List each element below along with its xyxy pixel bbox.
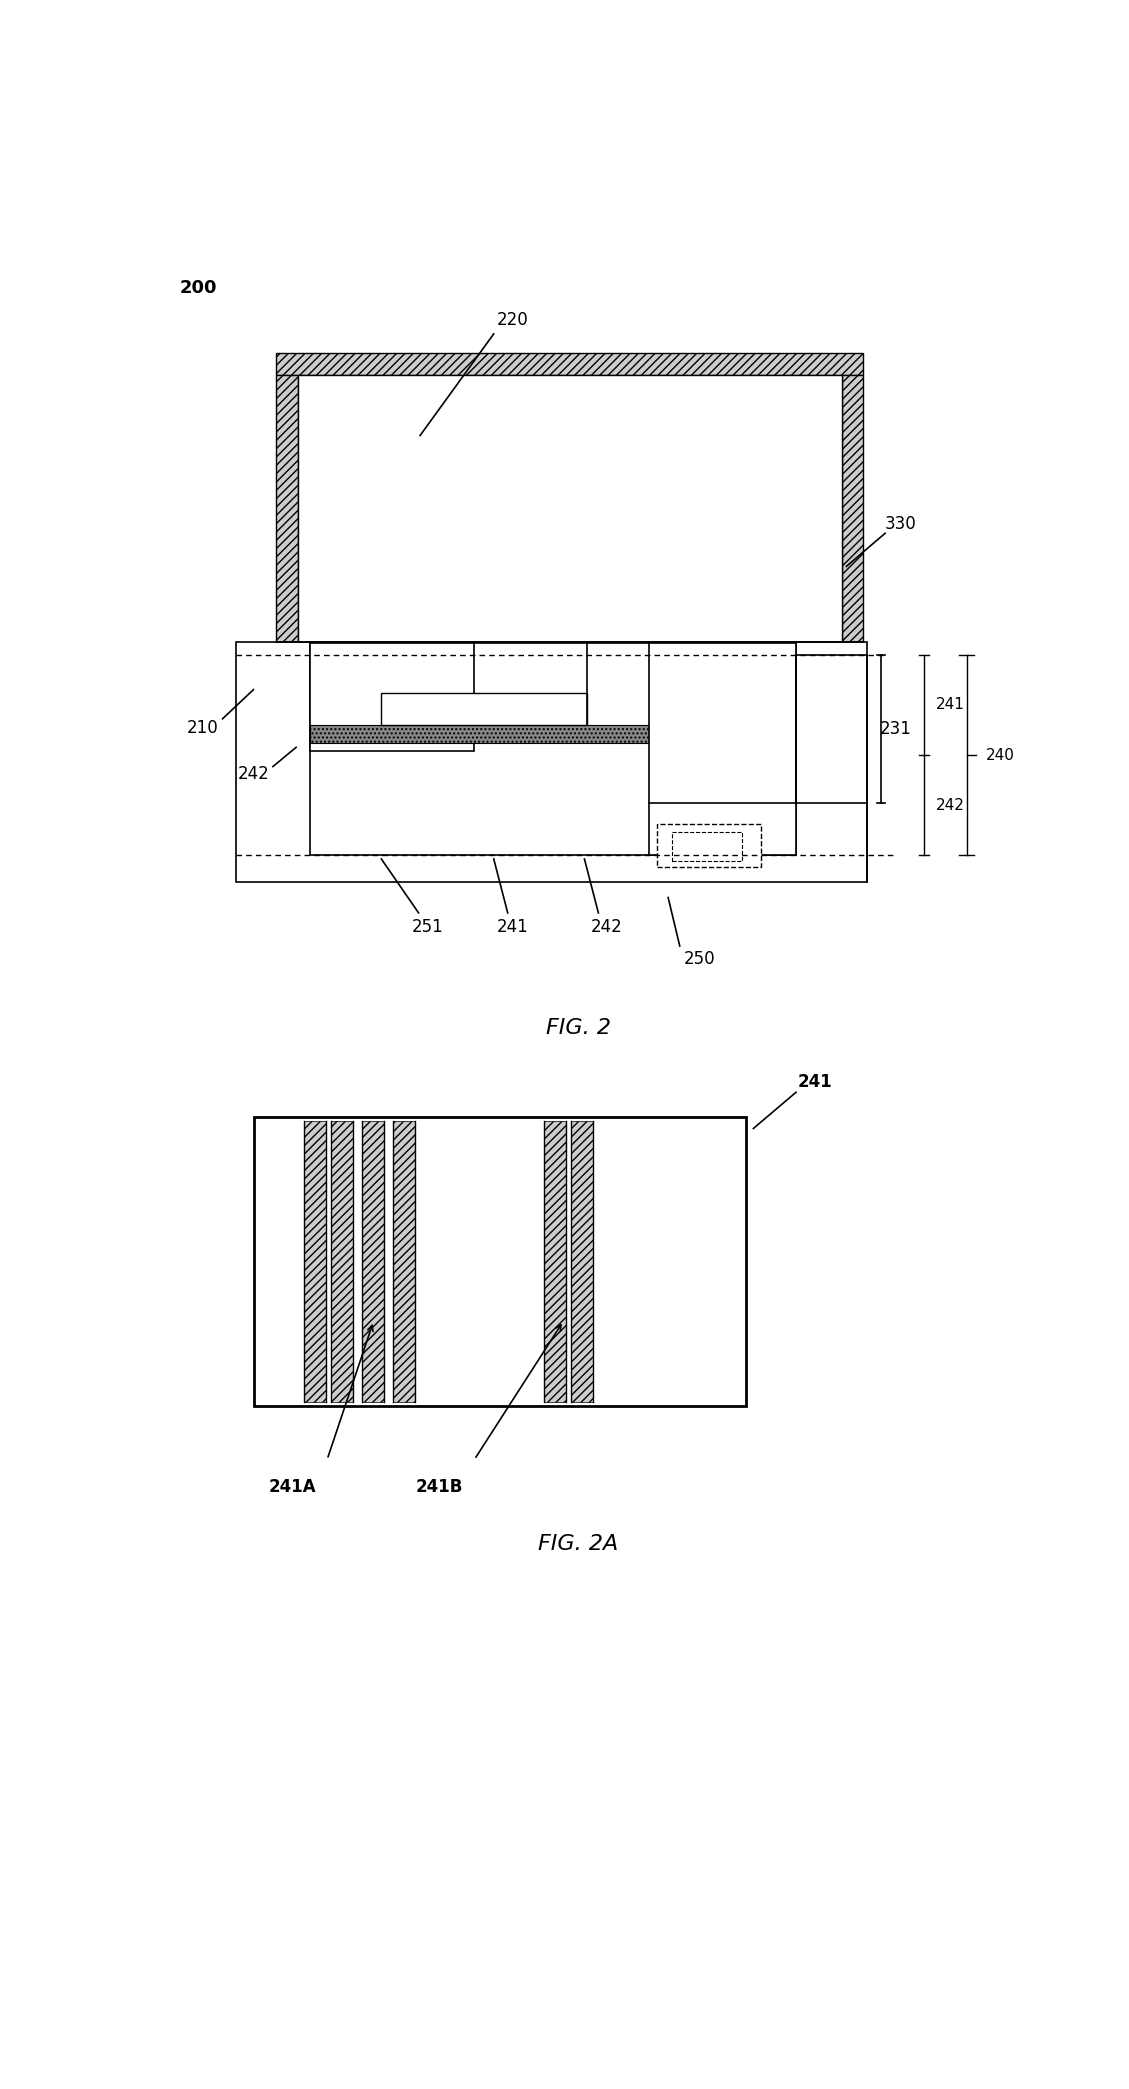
Text: 241A: 241A xyxy=(269,1477,316,1496)
Bar xyxy=(310,643,474,752)
Bar xyxy=(275,353,864,374)
Text: 200: 200 xyxy=(180,278,218,297)
Text: 251: 251 xyxy=(412,917,444,936)
Text: 220: 220 xyxy=(497,311,530,328)
Bar xyxy=(544,1122,566,1402)
Text: 242: 242 xyxy=(936,798,964,813)
Bar xyxy=(382,694,587,725)
Text: 231: 231 xyxy=(879,721,911,737)
Bar xyxy=(571,1122,593,1402)
Text: 210: 210 xyxy=(187,719,219,737)
Text: 241: 241 xyxy=(936,698,964,712)
Bar xyxy=(656,825,761,867)
Bar xyxy=(310,643,796,854)
Text: FIG. 2A: FIG. 2A xyxy=(539,1533,619,1554)
Bar xyxy=(649,643,796,854)
Text: FIG. 2: FIG. 2 xyxy=(546,1017,611,1038)
Bar xyxy=(254,1118,745,1406)
Bar xyxy=(298,374,842,641)
Bar xyxy=(331,1122,352,1402)
Text: 241: 241 xyxy=(497,917,530,936)
Text: 241: 241 xyxy=(798,1074,833,1090)
Text: 241B: 241B xyxy=(415,1477,463,1496)
Bar xyxy=(842,374,864,641)
Bar xyxy=(362,1122,384,1402)
Bar xyxy=(304,1122,325,1402)
Text: 330: 330 xyxy=(885,516,917,533)
Text: 250: 250 xyxy=(683,950,715,967)
Text: 242: 242 xyxy=(590,917,622,936)
Bar xyxy=(672,831,742,861)
Text: 240: 240 xyxy=(986,748,1015,762)
Text: 242: 242 xyxy=(237,765,270,783)
Bar xyxy=(393,1122,414,1402)
Bar xyxy=(310,725,649,744)
Bar xyxy=(275,374,298,641)
Bar xyxy=(236,641,867,882)
